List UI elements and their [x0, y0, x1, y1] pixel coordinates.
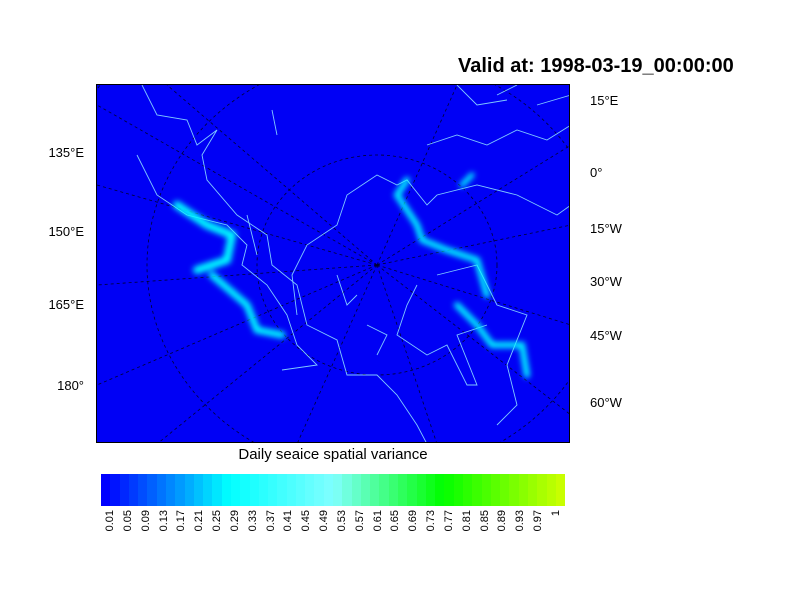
- lon-label-30w: 30°W: [590, 274, 622, 289]
- colorbar-tick-label: 0.29: [228, 510, 241, 532]
- colorbar-swatch: [295, 474, 306, 506]
- colorbar-swatch: [101, 474, 111, 506]
- map-canvas: [97, 85, 569, 442]
- colorbar-tick-label: 0.73: [425, 510, 438, 532]
- colorbar-swatch: [221, 474, 231, 506]
- colorbar-tick-label: 0.57: [353, 510, 366, 532]
- colorbar-swatch: [379, 474, 389, 506]
- colorbar-swatch: [323, 474, 334, 506]
- colorbar: [101, 474, 566, 506]
- colorbar-title: Daily seaice spatial variance: [238, 446, 428, 463]
- lon-label-165e: 165°E: [48, 297, 84, 312]
- colorbar-swatch: [351, 474, 361, 506]
- lon-label-60w: 60°W: [590, 395, 622, 410]
- colorbar-swatch: [230, 474, 241, 506]
- colorbar-swatch: [212, 474, 222, 506]
- colorbar-tick-label: 0.25: [211, 510, 224, 532]
- colorbar-swatch: [175, 474, 185, 506]
- colorbar-swatch: [268, 474, 278, 506]
- colorbar-swatch: [546, 474, 556, 506]
- colorbar-tick-label: 1: [550, 510, 562, 517]
- colorbar-swatch: [472, 474, 482, 506]
- colorbar-tick-label: 0.65: [389, 510, 402, 532]
- lon-label-135e: 135°E: [48, 145, 84, 160]
- colorbar-swatch: [518, 474, 528, 506]
- colorbar-swatch: [500, 474, 510, 506]
- lon-label-15w: 15°W: [590, 221, 622, 236]
- colorbar-swatch: [286, 474, 296, 506]
- colorbar-swatch: [110, 474, 120, 506]
- graticule: [97, 85, 569, 442]
- colorbar-swatch: [453, 474, 463, 506]
- colorbar-tick-label: 0.09: [139, 510, 152, 532]
- colorbar-swatch: [360, 474, 371, 506]
- colorbar-swatch: [537, 474, 547, 506]
- colorbar-swatch: [416, 474, 426, 506]
- colorbar-tick-label: 0.45: [300, 510, 313, 532]
- colorbar-tick-label: 0.85: [478, 510, 491, 532]
- lon-label-45w: 45°W: [590, 328, 622, 343]
- colorbar-tick-label: 0.41: [282, 510, 295, 532]
- colorbar-swatch: [156, 474, 166, 506]
- colorbar-tick-label: 0.77: [442, 510, 455, 532]
- plot-title: Valid at: 1998-03-19_00:00:00: [458, 55, 734, 77]
- colorbar-swatch: [435, 474, 445, 506]
- colorbar-swatch: [138, 474, 148, 506]
- colorbar-tick-label: 0.97: [532, 510, 545, 532]
- colorbar-swatch: [481, 474, 491, 506]
- colorbar-tick-label: 0.49: [318, 510, 331, 532]
- colorbar-swatch: [277, 474, 287, 506]
- colorbar-swatch: [128, 474, 139, 506]
- colorbar-swatch: [342, 474, 352, 506]
- colorbar-swatch: [249, 474, 259, 506]
- lon-label-150e: 150°E: [48, 224, 84, 239]
- colorbar-swatch: [203, 474, 213, 506]
- colorbar-swatch: [258, 474, 269, 506]
- colorbar-tick-label: 0.17: [175, 510, 188, 532]
- colorbar-swatch: [184, 474, 194, 506]
- colorbar-swatch: [388, 474, 398, 506]
- colorbar-swatch: [490, 474, 501, 506]
- colorbar-swatch: [398, 474, 408, 506]
- colorbar-swatch: [407, 474, 417, 506]
- colorbar-swatch: [462, 474, 473, 506]
- sea-ice-variance-bands: [173, 172, 530, 378]
- colorbar-tick-label: 0.69: [407, 510, 420, 532]
- colorbar-tick-label: 0.33: [246, 510, 259, 532]
- colorbar-swatch: [509, 474, 519, 506]
- colorbar-labels: 0.01 0.05 0.09 0.13 0.17 0.21 0.25 0.29 0.33 0.37…: [101, 510, 565, 550]
- coastlines: [136, 85, 569, 442]
- colorbar-swatch: [425, 474, 436, 506]
- colorbar-swatch: [555, 474, 566, 506]
- colorbar-tick-label: 0.21: [193, 510, 206, 532]
- colorbar-tick-label: 0.37: [264, 510, 277, 532]
- lon-label-180: 180°: [57, 378, 84, 393]
- colorbar-swatch: [305, 474, 315, 506]
- colorbar-tick-label: 0.93: [514, 510, 527, 532]
- colorbar-tick-label: 0.89: [496, 510, 509, 532]
- colorbar-swatch: [147, 474, 157, 506]
- colorbar-tick-label: 0.13: [157, 510, 170, 532]
- colorbar-tick-label: 0.05: [121, 510, 134, 532]
- colorbar-swatch: [193, 474, 204, 506]
- colorbar-swatch: [314, 474, 324, 506]
- colorbar-tick-label: 0.61: [371, 510, 384, 532]
- colorbar-swatch: [165, 474, 176, 506]
- lon-label-0: 0°: [590, 165, 603, 180]
- colorbar-swatch: [240, 474, 250, 506]
- sea-ice-map: [96, 84, 570, 443]
- colorbar-swatch: [444, 474, 454, 506]
- colorbar-swatch: [119, 474, 129, 506]
- lon-label-15e: 15°E: [590, 93, 619, 108]
- colorbar-swatch: [527, 474, 538, 506]
- colorbar-tick-label: 0.01: [104, 510, 116, 532]
- colorbar-tick-label: 0.53: [335, 510, 348, 532]
- colorbar-swatch: [333, 474, 343, 506]
- colorbar-tick-label: 0.81: [460, 510, 473, 532]
- colorbar-swatch: [370, 474, 380, 506]
